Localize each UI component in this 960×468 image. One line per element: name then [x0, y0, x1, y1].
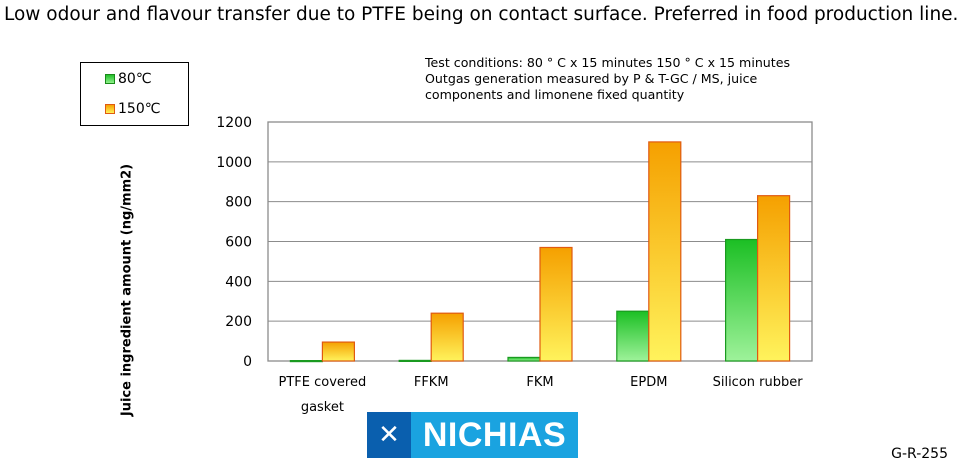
bar-80c — [507, 356, 541, 362]
bar-80c — [724, 238, 759, 362]
legend-item-150c: 150℃ — [105, 101, 160, 117]
condition-line: Outgas generation measured by P & T-GC /… — [425, 71, 758, 86]
y-tick-label: 600 — [225, 235, 252, 251]
chart-legend: 80℃ 150℃ — [80, 62, 189, 126]
bar-150c — [321, 341, 355, 362]
nichias-logo: ✕ NICHIAS — [367, 412, 578, 458]
x-tick-label: Silicon rubber — [713, 375, 804, 390]
x-tick-label: FFKM — [414, 375, 449, 390]
bar-80c — [398, 359, 432, 363]
bar-80c — [289, 360, 323, 363]
legend-label: 80℃ — [118, 71, 152, 87]
x-tick-label: FKM — [526, 375, 553, 390]
y-tick-label: 200 — [225, 314, 252, 330]
y-tick-label: 400 — [225, 274, 252, 290]
bar-150c — [430, 312, 464, 362]
condition-line: components and limonene fixed quantity — [425, 87, 685, 102]
x-tick-label: EPDM — [630, 375, 667, 390]
y-tick-label: 1200 — [216, 115, 252, 131]
dragonfly-icon: ✕ — [367, 412, 411, 458]
y-tick-label: 1000 — [216, 155, 252, 171]
condition-line: Test conditions: 80 ° C x 15 minutes 150… — [425, 55, 791, 70]
bar-150c — [539, 246, 573, 362]
legend-label: 150℃ — [118, 101, 161, 117]
bar-150c — [648, 141, 682, 362]
logo-wordmark: NICHIAS — [411, 412, 578, 458]
legend-swatch-orange — [105, 104, 115, 114]
x-tick-label: PTFE covered — [279, 375, 367, 390]
page-title: Low odour and flavour transfer due to PT… — [4, 4, 959, 25]
y-tick-label: 800 — [225, 195, 252, 211]
document-code: G-R-255 — [891, 446, 948, 462]
legend-swatch-green — [105, 74, 115, 84]
y-tick-label: 0 — [243, 354, 252, 370]
bar-150c — [756, 195, 791, 362]
bar-80c — [616, 310, 650, 362]
test-conditions: Test conditions: 80 ° C x 15 minutes 150… — [425, 55, 825, 103]
legend-item-80c: 80℃ — [105, 71, 152, 87]
x-tick-label: gasket — [301, 400, 344, 415]
